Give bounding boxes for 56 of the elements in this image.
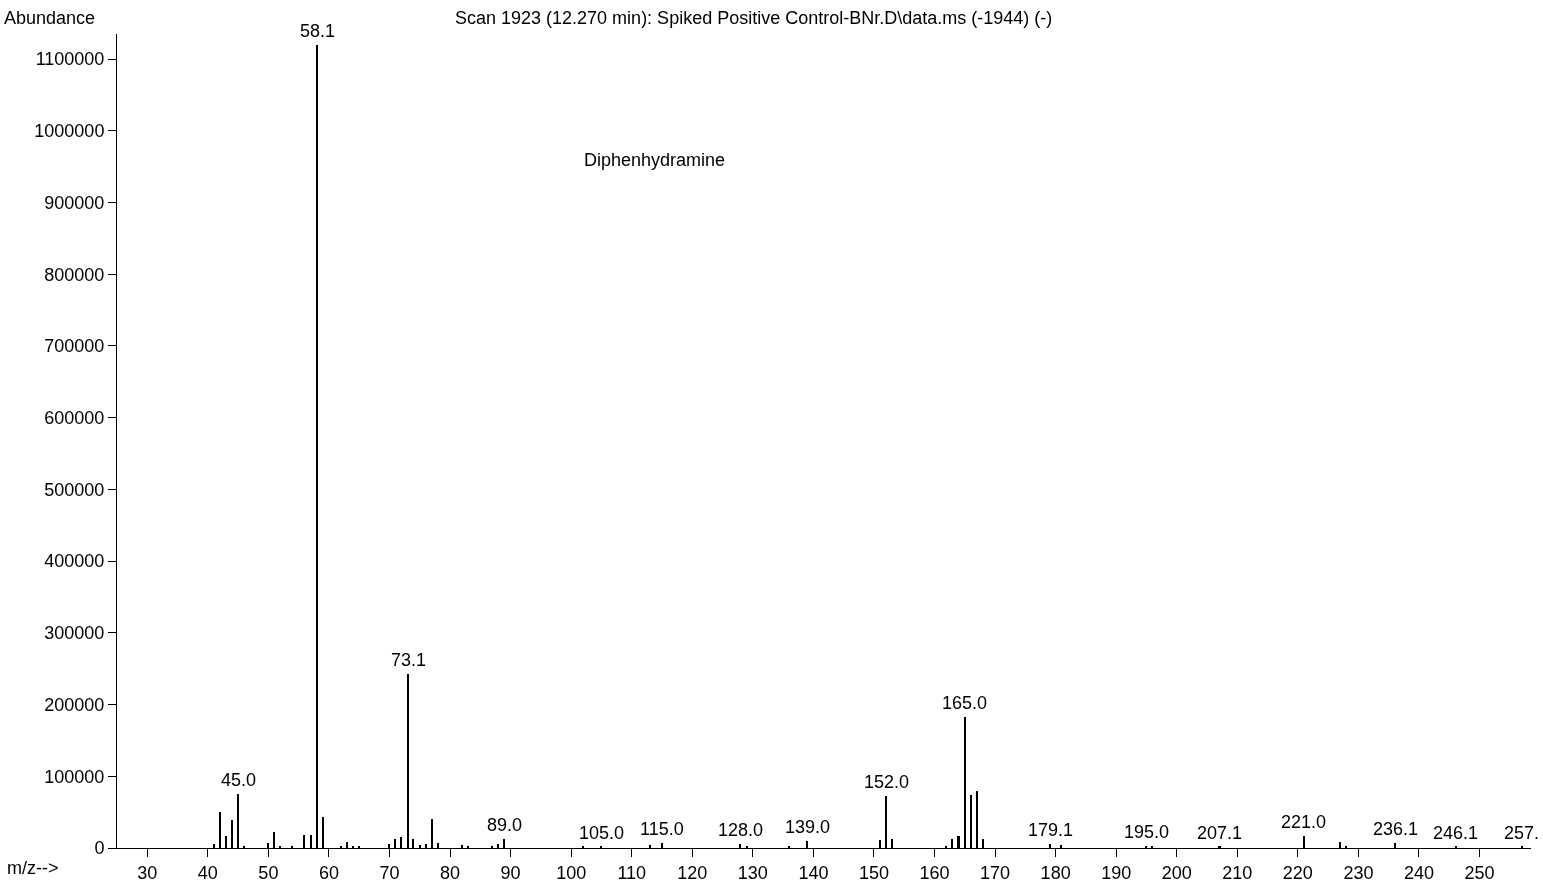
annotation: 128.0 bbox=[718, 820, 764, 840]
annotation: 165.0 bbox=[942, 693, 988, 713]
x-tick-label: 100 bbox=[556, 862, 587, 883]
annotation: 89.0 bbox=[487, 815, 523, 835]
x-tick-label: 170 bbox=[980, 862, 1011, 883]
annotation: 221.0 bbox=[1281, 812, 1327, 832]
x-tick-label: 230 bbox=[1343, 862, 1374, 883]
x-tick-label: 180 bbox=[1040, 862, 1071, 883]
x-tick-label: 140 bbox=[798, 862, 829, 883]
x-tick-label: 160 bbox=[919, 862, 950, 883]
annotation: 179.1 bbox=[1028, 820, 1074, 840]
annotation: 73.1 bbox=[391, 650, 427, 670]
annotation: 207.1 bbox=[1197, 823, 1243, 843]
y-tick-label: 500000 bbox=[44, 479, 105, 500]
y-tick-label: 400000 bbox=[44, 551, 105, 572]
annotation: 246.1 bbox=[1433, 823, 1479, 843]
annotation: Diphenhydramine bbox=[584, 150, 726, 170]
y-tick-label: 700000 bbox=[44, 336, 105, 357]
annotation: 195.0 bbox=[1124, 822, 1170, 842]
x-tick-label: 80 bbox=[440, 862, 461, 883]
annotation: 236.1 bbox=[1373, 819, 1419, 839]
chart-title: Scan 1923 (12.270 min): Spiked Positive Control-BNr.D\data.ms (-1944) (-) bbox=[455, 8, 1053, 28]
annotation: 45.0 bbox=[221, 770, 257, 790]
x-tick-label: 90 bbox=[500, 862, 521, 883]
x-tick-label: 250 bbox=[1464, 862, 1495, 883]
x-tick-label: 210 bbox=[1222, 862, 1253, 883]
x-tick-label: 110 bbox=[617, 862, 647, 883]
y-tick-label: 900000 bbox=[44, 192, 105, 213]
annotation: 58.1 bbox=[300, 21, 336, 41]
y-tick-label: 0 bbox=[94, 838, 105, 859]
x-tick-label: 150 bbox=[858, 862, 889, 883]
y-tick-label: 1000000 bbox=[34, 121, 105, 142]
x-tick-label: 30 bbox=[137, 862, 158, 883]
x-tick-label: 50 bbox=[258, 862, 279, 883]
x-tick-label: 120 bbox=[677, 862, 708, 883]
y-tick-label: 300000 bbox=[44, 623, 105, 644]
y-tick-label: 600000 bbox=[44, 407, 105, 428]
x-tick-label: 40 bbox=[197, 862, 218, 883]
y-tick-label: 800000 bbox=[44, 264, 105, 285]
x-tick-label: 130 bbox=[737, 862, 768, 883]
y-axis-title: Abundance bbox=[4, 8, 96, 28]
y-tick-label: 100000 bbox=[44, 766, 105, 787]
x-tick-label: 70 bbox=[379, 862, 400, 883]
x-tick-label: 190 bbox=[1101, 862, 1132, 883]
annotation: 105.0 bbox=[579, 823, 625, 843]
annotation: 257. bbox=[1504, 823, 1540, 843]
x-tick-label: 240 bbox=[1403, 862, 1434, 883]
x-axis-title: m/z--> bbox=[7, 858, 59, 878]
x-tick-label: 220 bbox=[1282, 862, 1313, 883]
x-tick-label: 200 bbox=[1161, 862, 1192, 883]
annotation: 139.0 bbox=[785, 817, 831, 837]
annotation: 152.0 bbox=[864, 772, 910, 792]
y-tick-label: 1100000 bbox=[35, 49, 105, 70]
x-tick-label: 60 bbox=[318, 862, 339, 883]
annotation: 115.0 bbox=[640, 819, 684, 839]
y-tick-label: 200000 bbox=[44, 694, 105, 715]
